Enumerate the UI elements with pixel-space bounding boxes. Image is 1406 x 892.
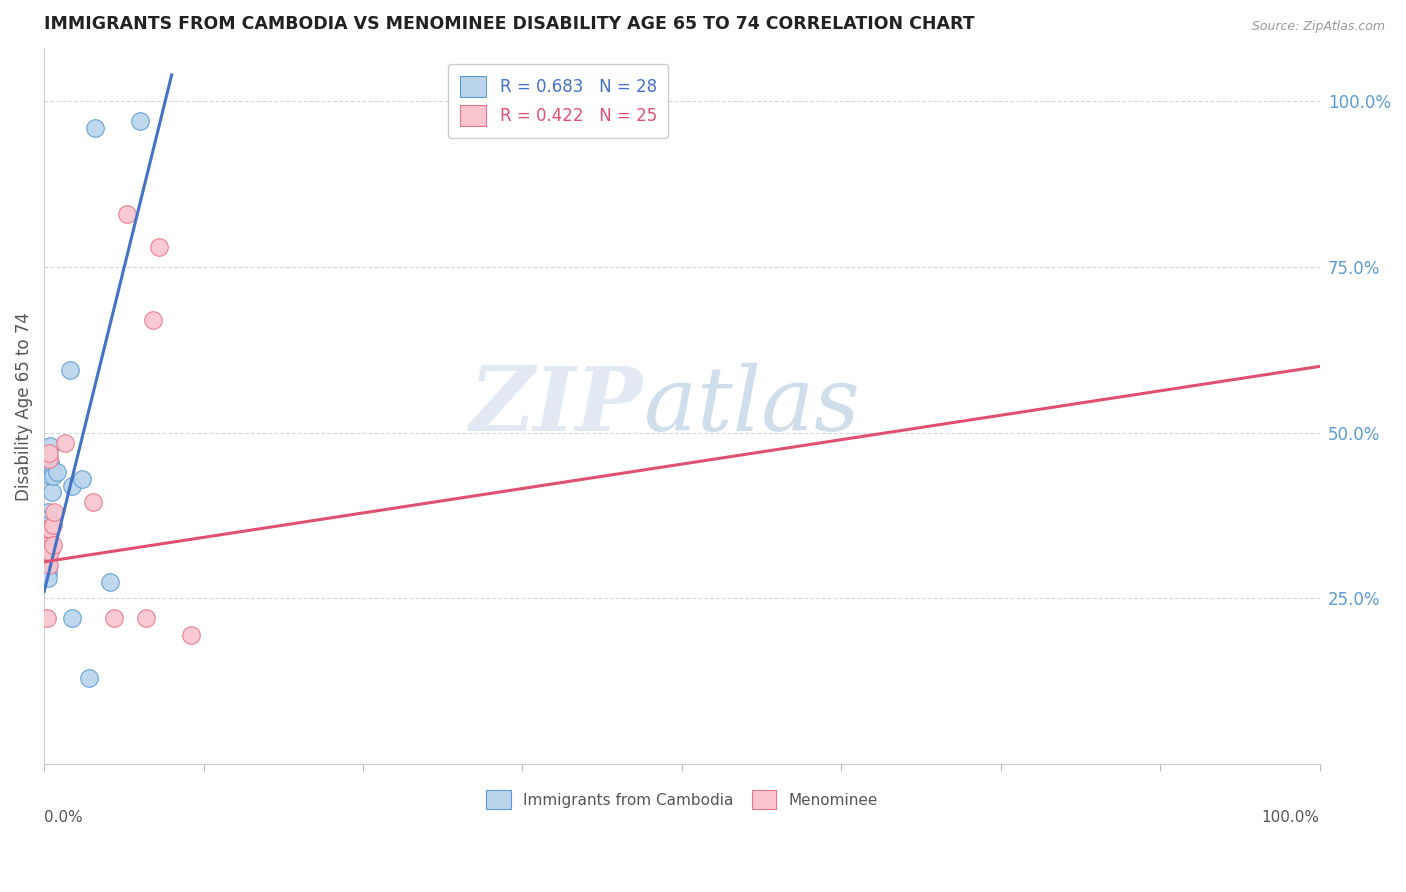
- Text: 100.0%: 100.0%: [1261, 810, 1320, 825]
- Point: [38, 558, 60, 573]
- Point: [42, 468, 65, 483]
- Point: [38, 545, 60, 559]
- Point: [135, 611, 157, 625]
- Point: [39, 466, 62, 480]
- Point: [53, 435, 76, 450]
- Point: [37, 528, 59, 542]
- Point: [39, 522, 62, 536]
- Point: [84, 120, 107, 135]
- Point: [35, 522, 58, 536]
- Point: [35, 528, 58, 542]
- Point: [103, 611, 125, 625]
- Text: ZIP: ZIP: [470, 363, 644, 450]
- Text: atlas: atlas: [644, 363, 859, 450]
- Point: [44, 505, 66, 519]
- Point: [37, 522, 59, 536]
- Point: [37, 548, 59, 562]
- Point: [42, 466, 65, 480]
- Point: [37, 535, 59, 549]
- Point: [39, 545, 62, 559]
- Point: [35, 541, 58, 556]
- Point: [45, 466, 67, 480]
- Point: [37, 558, 59, 573]
- Point: [35, 532, 58, 546]
- Point: [37, 515, 59, 529]
- Point: [37, 518, 59, 533]
- Point: [77, 671, 100, 685]
- Point: [38, 445, 60, 459]
- Point: [39, 468, 62, 483]
- Point: [60, 611, 83, 625]
- Text: Source: ZipAtlas.com: Source: ZipAtlas.com: [1251, 20, 1385, 33]
- Point: [38, 452, 60, 467]
- Point: [100, 574, 122, 589]
- Point: [35, 538, 58, 552]
- Point: [39, 455, 62, 469]
- Point: [37, 571, 59, 585]
- Text: IMMIGRANTS FROM CAMBODIA VS MENOMINEE DISABILITY AGE 65 TO 74 CORRELATION CHART: IMMIGRANTS FROM CAMBODIA VS MENOMINEE DI…: [44, 15, 974, 33]
- Legend: Immigrants from Cambodia, Menominee: Immigrants from Cambodia, Menominee: [478, 782, 886, 817]
- Point: [35, 611, 58, 625]
- Point: [41, 485, 63, 500]
- Y-axis label: Disability Age 65 to 74: Disability Age 65 to 74: [15, 311, 32, 500]
- Point: [82, 495, 104, 509]
- Point: [141, 313, 163, 327]
- Point: [148, 240, 170, 254]
- Point: [37, 565, 59, 579]
- Point: [42, 518, 65, 533]
- Point: [39, 439, 62, 453]
- Point: [115, 207, 138, 221]
- Point: [180, 628, 202, 642]
- Point: [35, 524, 58, 539]
- Point: [35, 548, 58, 562]
- Point: [37, 541, 59, 556]
- Point: [128, 114, 150, 128]
- Point: [72, 472, 94, 486]
- Point: [42, 538, 65, 552]
- Point: [37, 505, 59, 519]
- Point: [37, 512, 59, 526]
- Point: [59, 362, 82, 376]
- Text: 0.0%: 0.0%: [44, 810, 83, 825]
- Point: [60, 478, 83, 492]
